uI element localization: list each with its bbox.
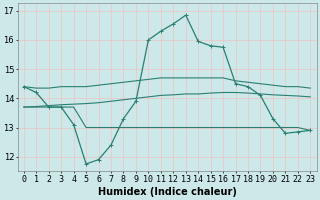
X-axis label: Humidex (Indice chaleur): Humidex (Indice chaleur) <box>98 187 236 197</box>
